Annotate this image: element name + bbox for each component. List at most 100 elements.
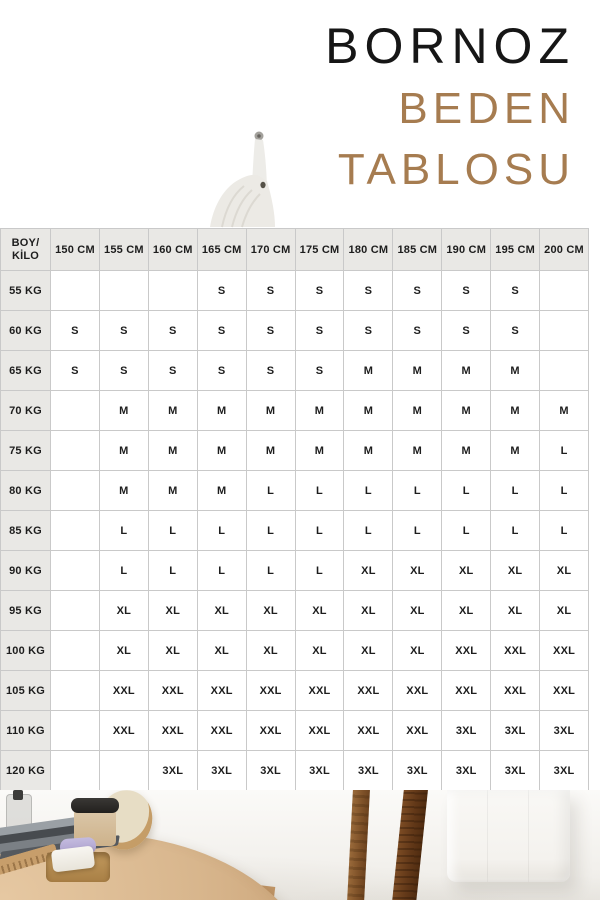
size-cell: XL bbox=[294, 590, 345, 631]
size-cell: M bbox=[196, 470, 247, 511]
table-row: 60 KG S S S S S S S S S S bbox=[0, 310, 589, 351]
size-cell: M bbox=[343, 390, 394, 431]
corner-header-cell: BOY/KİLO bbox=[0, 228, 51, 271]
table-row: 70 KG M M M M M M M M M M bbox=[0, 390, 589, 431]
size-cell: L bbox=[294, 550, 345, 591]
size-cell: XL bbox=[294, 630, 345, 671]
size-cell bbox=[147, 270, 198, 311]
size-cell: L bbox=[343, 510, 394, 551]
col-header-cell: 155 CM bbox=[98, 228, 149, 271]
size-cell: XXL bbox=[98, 670, 149, 711]
jar-lid bbox=[71, 798, 119, 813]
size-cell: 3XL bbox=[147, 750, 198, 791]
size-cell: S bbox=[441, 310, 492, 351]
size-cell: XL bbox=[245, 590, 296, 631]
title-line-2: BEDEN bbox=[398, 84, 575, 133]
size-cell: L bbox=[539, 510, 589, 551]
size-cell: S bbox=[441, 270, 492, 311]
size-cell: S bbox=[98, 310, 149, 351]
row-label-cell: 90 KG bbox=[0, 550, 51, 591]
size-cell: L bbox=[392, 510, 443, 551]
size-cell: XL bbox=[147, 590, 198, 631]
title-line-3: TABLOSU bbox=[337, 145, 575, 194]
size-cell: XXL bbox=[98, 710, 149, 751]
col-header-cell: 195 CM bbox=[490, 228, 541, 271]
size-cell bbox=[539, 350, 589, 391]
row-label-cell: 75 KG bbox=[0, 430, 51, 471]
size-cell: L bbox=[539, 430, 589, 471]
size-cell: S bbox=[50, 350, 100, 391]
size-cell: XL bbox=[490, 550, 541, 591]
size-cell: XXL bbox=[343, 710, 394, 751]
size-cell: M bbox=[441, 430, 492, 471]
size-cell: M bbox=[392, 430, 443, 471]
size-cell: M bbox=[147, 430, 198, 471]
size-cell: L bbox=[294, 470, 345, 511]
size-cell: XXL bbox=[294, 670, 345, 711]
easel-leg-right bbox=[391, 790, 429, 900]
table-row: 90 KG L L L L L XL XL XL XL XL bbox=[0, 550, 589, 591]
size-cell: S bbox=[196, 270, 247, 311]
table-row: 85 KG L L L L L L L L L L bbox=[0, 510, 589, 551]
table-row: 120 KG 3XL 3XL 3XL 3XL 3XL 3XL 3XL 3XL 3XL bbox=[0, 750, 589, 791]
size-cell: XXL bbox=[539, 630, 589, 671]
size-cell: M bbox=[147, 390, 198, 431]
size-cell: M bbox=[98, 430, 149, 471]
size-cell: L bbox=[490, 470, 541, 511]
size-cell: S bbox=[392, 310, 443, 351]
size-cell: 3XL bbox=[343, 750, 394, 791]
size-cell: L bbox=[245, 510, 296, 551]
size-cell: S bbox=[147, 310, 198, 351]
size-cell: S bbox=[392, 270, 443, 311]
size-cell: L bbox=[490, 510, 541, 551]
size-cell: S bbox=[294, 310, 345, 351]
col-header-cell: 180 CM bbox=[343, 228, 394, 271]
title-block: BORNOZ BEDEN TABLOSU bbox=[325, 14, 575, 200]
size-cell bbox=[98, 270, 149, 311]
size-cell: XXL bbox=[245, 710, 296, 751]
table-row: 55 KG S S S S S S S bbox=[0, 270, 589, 311]
size-cell: XXL bbox=[392, 710, 443, 751]
size-cell: S bbox=[196, 310, 247, 351]
size-cell: XXL bbox=[147, 710, 198, 751]
col-header-cell: 190 CM bbox=[441, 228, 492, 271]
size-cell bbox=[50, 430, 100, 471]
size-cell: XXL bbox=[441, 630, 492, 671]
size-cell: XXL bbox=[539, 670, 589, 711]
table-row: 110 KG XXL XXL XXL XXL XXL XXL XXL 3XL 3XL 3XL bbox=[0, 710, 589, 751]
size-cell: S bbox=[294, 270, 345, 311]
size-cell: XL bbox=[196, 630, 247, 671]
size-cell: XXL bbox=[343, 670, 394, 711]
row-label-cell: 60 KG bbox=[0, 310, 51, 351]
row-label-cell: 105 KG bbox=[0, 670, 51, 711]
size-cell: 3XL bbox=[294, 750, 345, 791]
size-cell: M bbox=[490, 390, 541, 431]
size-cell: M bbox=[245, 390, 296, 431]
size-cell: M bbox=[343, 430, 394, 471]
size-cell bbox=[539, 270, 589, 311]
size-cell: XXL bbox=[392, 670, 443, 711]
size-cell: 3XL bbox=[539, 750, 589, 791]
size-cell: L bbox=[245, 470, 296, 511]
col-header-cell: 200 CM bbox=[539, 228, 589, 271]
size-cell: M bbox=[294, 430, 345, 471]
size-cell: XL bbox=[343, 550, 394, 591]
title-line-1: BORNOZ bbox=[325, 18, 575, 74]
size-cell: M bbox=[98, 390, 149, 431]
size-cell bbox=[539, 310, 589, 351]
size-cell bbox=[50, 710, 100, 751]
row-label-cell: 65 KG bbox=[0, 350, 51, 391]
size-cell: L bbox=[98, 510, 149, 551]
size-cell: XXL bbox=[196, 710, 247, 751]
row-label-cell: 110 KG bbox=[0, 710, 51, 751]
size-cell: M bbox=[245, 430, 296, 471]
size-cell: S bbox=[245, 310, 296, 351]
size-cell: S bbox=[98, 350, 149, 391]
size-cell: L bbox=[294, 510, 345, 551]
table-row: 100 KG XL XL XL XL XL XL XL XXL XXL XXL bbox=[0, 630, 589, 671]
size-cell: XXL bbox=[147, 670, 198, 711]
size-cell: S bbox=[245, 270, 296, 311]
size-cell: 3XL bbox=[441, 710, 492, 751]
col-header-cell: 170 CM bbox=[245, 228, 296, 271]
hanging-white-towel bbox=[447, 790, 570, 882]
